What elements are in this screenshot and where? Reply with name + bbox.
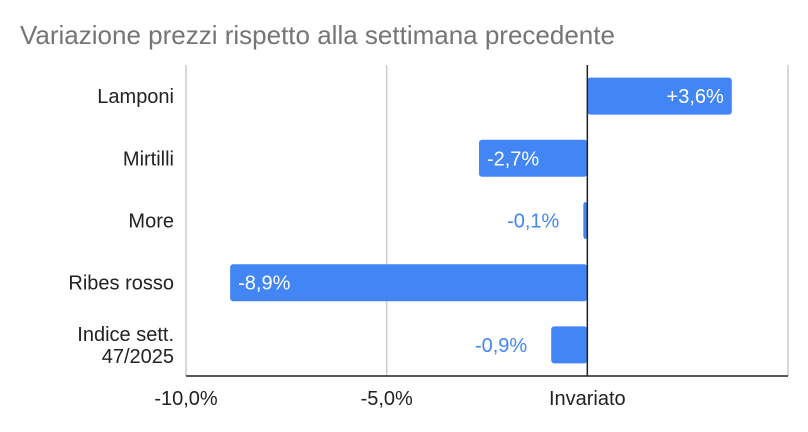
chart-title: Variazione prezzi rispetto alla settiman… — [20, 20, 615, 50]
category-label: Mirtilli — [123, 148, 174, 170]
category-label: More — [128, 211, 174, 233]
data-label: -0,1% — [507, 211, 559, 233]
data-label: -8,9% — [238, 273, 290, 295]
data-label: -0,9% — [475, 335, 527, 357]
category-label: Lamponi — [97, 86, 174, 108]
data-label: +3,6% — [667, 86, 724, 108]
gridlines — [185, 65, 789, 376]
x-tick-label: -5,0% — [361, 388, 413, 410]
axes — [186, 65, 788, 377]
bar — [583, 202, 588, 239]
category-label: Indice sett. — [77, 324, 174, 346]
x-tick-label: Invariato — [549, 388, 626, 410]
bars — [230, 77, 732, 364]
data-labels: +3,6% -2,7% -0,1% -8,9% -0,9% — [238, 86, 724, 357]
bar — [478, 139, 588, 177]
category-labels: Lamponi Mirtilli More Ribes rosso Indice set… — [68, 86, 174, 368]
bar — [551, 326, 588, 364]
bar — [587, 77, 732, 115]
x-tick-labels: -10,0% -5,0% Invariato — [154, 388, 625, 410]
category-label: 47/2025 — [102, 346, 174, 368]
bar — [230, 264, 588, 302]
x-tick-label: -10,0% — [154, 388, 218, 410]
data-label: -2,7% — [487, 148, 539, 170]
category-label: Ribes rosso — [68, 273, 174, 295]
